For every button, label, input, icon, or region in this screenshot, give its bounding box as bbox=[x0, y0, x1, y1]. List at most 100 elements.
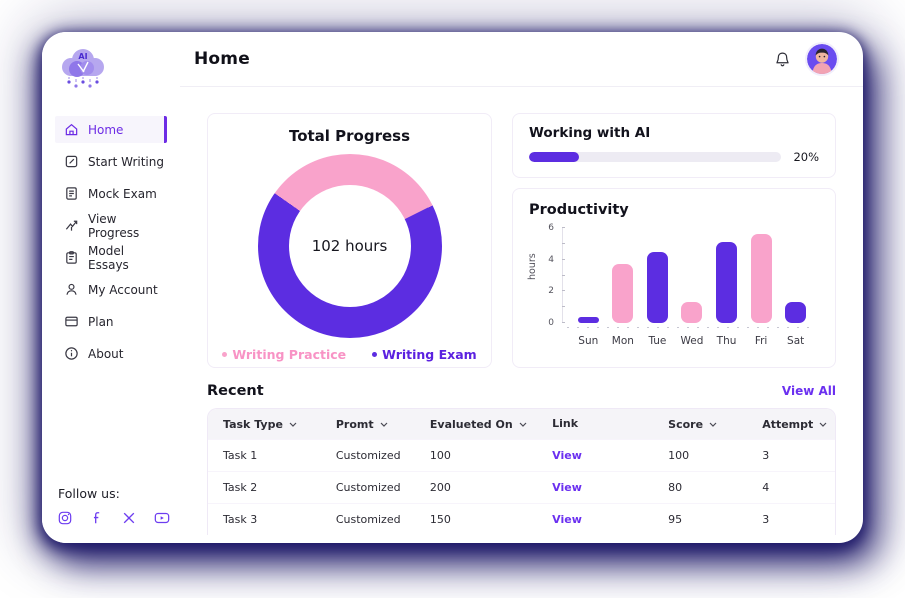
sidebar-nav: Home Start Writing Mock Exam View Progre… bbox=[42, 116, 180, 372]
column-header-attempt[interactable]: Attempt bbox=[747, 409, 835, 439]
donut-legend: Writing Practice Writing Exam bbox=[222, 347, 477, 362]
ai-progress-bar[interactable] bbox=[529, 152, 782, 162]
donut-hole: 102 hours bbox=[288, 185, 411, 307]
chevron-down-icon bbox=[519, 417, 527, 430]
sidebar-item-start-writing[interactable]: Start Writing bbox=[55, 148, 167, 175]
productivity-x-labels: Sun Mon Tue Wed Thu Fri Sat bbox=[567, 335, 817, 347]
cell-evalueted-on: 200 bbox=[414, 470, 538, 503]
legend-label: Writing Practice bbox=[232, 347, 347, 362]
y-tick-label: 2 bbox=[548, 286, 554, 297]
table-header-row: Task Type Promt Evalueted On Link Score … bbox=[208, 409, 835, 439]
sidebar-item-label: My Account bbox=[88, 282, 158, 297]
donut-center-label: 102 hours bbox=[311, 237, 388, 255]
sidebar-item-label: Home bbox=[88, 122, 124, 137]
legend-dot bbox=[222, 352, 228, 357]
sidebar-item-label: About bbox=[88, 346, 124, 361]
bar-sat bbox=[785, 302, 807, 323]
view-link[interactable]: View bbox=[552, 512, 582, 526]
follow-section: Follow us: bbox=[42, 486, 180, 543]
column-header-link: Link bbox=[537, 409, 654, 439]
cell-evalueted-on: 150 bbox=[414, 502, 538, 535]
x-icon[interactable] bbox=[122, 511, 136, 525]
sidebar-item-home[interactable]: Home bbox=[55, 116, 167, 143]
page-title: Home bbox=[194, 49, 250, 69]
view-link[interactable]: View bbox=[552, 448, 582, 462]
productivity-title: Productivity bbox=[529, 202, 629, 218]
sidebar-item-model-essays[interactable]: Model Essays bbox=[55, 244, 167, 272]
view-all-link[interactable]: View All bbox=[781, 384, 836, 398]
sidebar-item-mock-exam[interactable]: Mock Exam bbox=[55, 180, 167, 207]
cell-score: 95 bbox=[653, 502, 748, 535]
x-axis-ticks bbox=[567, 325, 817, 329]
sidebar-item-label: Start Writing bbox=[88, 154, 164, 169]
total-progress-card: Total Progress 102 hours Writing Practic… bbox=[207, 113, 492, 368]
cell-promt: Customized bbox=[320, 438, 415, 471]
x-tick-label: Sun bbox=[578, 335, 599, 347]
cell-link: View bbox=[537, 438, 654, 471]
cell-attempt: 4 bbox=[747, 470, 835, 503]
column-header-task-type[interactable]: Task Type bbox=[208, 409, 321, 439]
sidebar-item-about[interactable]: About bbox=[55, 340, 167, 367]
chevron-down-icon bbox=[819, 417, 827, 430]
notifications-bell-icon[interactable] bbox=[774, 51, 791, 68]
productivity-bars bbox=[567, 228, 817, 323]
column-header-evalueted-on[interactable]: Evalueted On bbox=[414, 409, 538, 439]
sidebar-item-plan[interactable]: Plan bbox=[55, 308, 167, 335]
cell-link: View bbox=[537, 502, 654, 535]
user-icon bbox=[64, 282, 79, 297]
productivity-chart: hours 0 2 4 6 Sun Mon Tue Wed Thu Fri Sat bbox=[527, 223, 817, 347]
table-row: Task 1 Customized 100 View 100 3 bbox=[208, 438, 835, 471]
instagram-icon[interactable] bbox=[58, 511, 72, 525]
app-window: AI Home Start Writing bbox=[42, 32, 863, 543]
content: Total Progress 102 hours Writing Practic… bbox=[180, 87, 863, 543]
sidebar-item-my-account[interactable]: My Account bbox=[55, 276, 167, 303]
chevron-down-icon bbox=[709, 417, 717, 430]
column-header-score[interactable]: Score bbox=[653, 409, 748, 439]
chevron-down-icon bbox=[380, 417, 388, 430]
cell-attempt: 3 bbox=[747, 502, 835, 535]
sidebar: AI Home Start Writing bbox=[42, 32, 180, 543]
youtube-icon[interactable] bbox=[154, 511, 170, 525]
ai-progress-percent: 20% bbox=[793, 150, 819, 164]
cell-score: 100 bbox=[653, 438, 748, 471]
follow-us-label: Follow us: bbox=[58, 486, 120, 501]
chevron-down-icon bbox=[289, 417, 297, 430]
table-row: Task 3 Customized 150 View 95 3 bbox=[208, 502, 835, 535]
ai-cloud-logo: AI bbox=[56, 46, 180, 98]
legend-item-writing-practice: Writing Practice bbox=[222, 347, 346, 362]
y-tick-label: 6 bbox=[548, 223, 554, 233]
bar-fri bbox=[750, 234, 772, 323]
main-area: Home Total Progress 102 hours bbox=[180, 32, 863, 543]
total-progress-title: Total Progress bbox=[288, 127, 411, 145]
x-tick-label: Sat bbox=[787, 335, 805, 347]
working-with-ai-title: Working with AI bbox=[529, 125, 651, 141]
cell-attempt: 3 bbox=[747, 438, 835, 471]
bar-wed bbox=[681, 302, 703, 323]
working-with-ai-card: Working with AI 20% bbox=[512, 113, 836, 178]
bar-tue bbox=[646, 251, 668, 323]
cell-promt: Customized bbox=[320, 470, 415, 503]
document-icon bbox=[64, 186, 79, 201]
productivity-y-axis: 0 2 4 6 bbox=[541, 223, 565, 328]
column-header-promt[interactable]: Promt bbox=[320, 409, 415, 439]
x-tick-label: Fri bbox=[754, 335, 768, 347]
facebook-icon[interactable] bbox=[90, 511, 104, 525]
y-axis-label: hours bbox=[527, 253, 538, 280]
bar-sun bbox=[577, 316, 599, 323]
x-tick-label: Mon bbox=[611, 335, 634, 347]
recent-title: Recent bbox=[207, 383, 264, 399]
card-icon bbox=[64, 314, 79, 329]
trend-up-icon bbox=[64, 218, 79, 233]
cell-evalueted-on: 100 bbox=[414, 438, 538, 471]
sidebar-item-label: View Progress bbox=[88, 211, 140, 240]
bar-thu bbox=[716, 242, 738, 323]
user-avatar[interactable] bbox=[807, 44, 837, 74]
svg-text:AI: AI bbox=[78, 52, 87, 61]
edit-icon bbox=[64, 154, 79, 169]
topbar: Home bbox=[180, 32, 863, 87]
view-link[interactable]: View bbox=[552, 480, 582, 494]
sidebar-item-view-progress[interactable]: View Progress bbox=[55, 211, 167, 240]
sidebar-item-label: Plan bbox=[88, 314, 114, 329]
ai-progress-fill bbox=[529, 152, 580, 162]
legend-dot bbox=[372, 352, 378, 357]
